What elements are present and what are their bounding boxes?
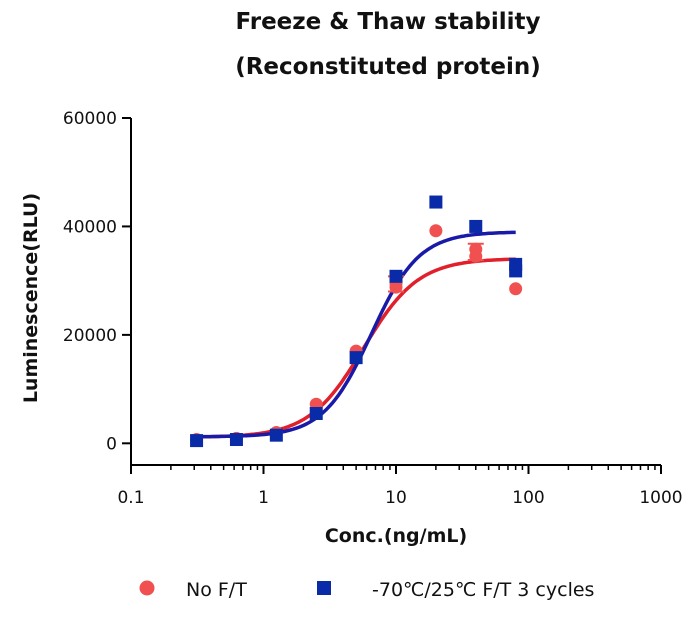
data-point-square [309, 406, 323, 420]
data-point-square [389, 269, 403, 283]
y-axis-label: Luminescence(RLU) [20, 193, 42, 403]
data-point-square [190, 434, 204, 448]
x-tick-label: 10 [385, 488, 407, 508]
data-point-circle [429, 224, 443, 238]
fit-curve-series-1 [196, 230, 516, 439]
y-tick-label: 20000 [63, 326, 117, 346]
legend-marker-no-ft [139, 580, 155, 596]
data-point-circle [389, 280, 403, 294]
data-point-square [229, 433, 243, 447]
y-tick-label: 40000 [63, 217, 117, 237]
data-point-square [349, 351, 363, 365]
plot-area: 0 20000 40000 60000 0.1 1 10 100 1000 [63, 109, 683, 508]
x-tick-label: 100 [512, 488, 544, 508]
x-axis-label: Conc.(ng/mL) [325, 525, 467, 547]
legend-marker-ft-cycles [317, 581, 331, 595]
chart-title-line-2: (Reconstituted protein) [235, 54, 541, 80]
data-point-square [429, 195, 443, 209]
data-point-circle [509, 282, 523, 296]
x-tick-label: 1 [258, 488, 269, 508]
data-point-square [269, 428, 283, 442]
legend: No F/T -70℃/25℃ F/T 3 cycles [139, 579, 594, 601]
legend-label-ft-cycles: -70℃/25℃ F/T 3 cycles [372, 579, 594, 601]
x-tick-label: 0.1 [117, 488, 144, 508]
data-point-square [469, 219, 483, 233]
y-tick-label: 60000 [63, 109, 117, 129]
legend-label-no-ft: No F/T [186, 579, 247, 601]
x-tick-label: 1000 [639, 488, 682, 508]
chart-title-line-1: Freeze & Thaw stability [236, 9, 541, 35]
data-point-square [509, 264, 523, 278]
y-tick-label: 0 [106, 434, 117, 454]
data-point-circle [469, 242, 483, 256]
